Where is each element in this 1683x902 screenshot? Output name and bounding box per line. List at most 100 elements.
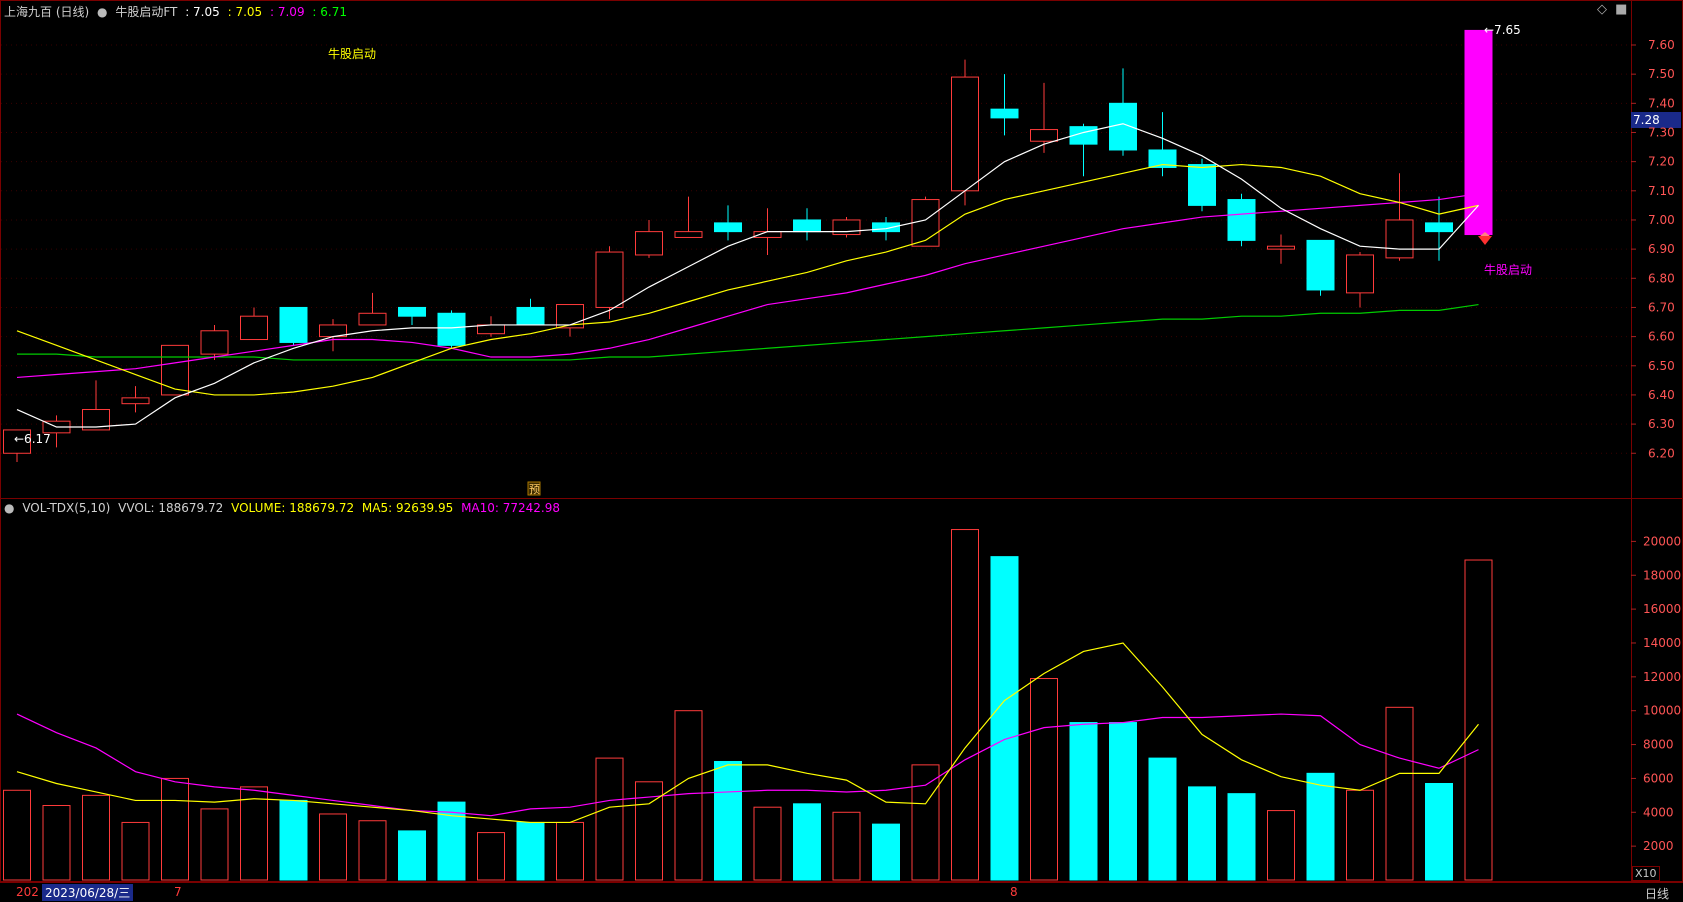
candle[interactable]	[714, 205, 742, 241]
volume-bar[interactable]	[951, 529, 979, 881]
vvol-value: VVOL: 188679.72	[118, 501, 224, 515]
vol-ma5-value: MA5: 92639.95	[361, 501, 454, 515]
volume-bar[interactable]	[240, 786, 268, 881]
candle[interactable]	[1188, 158, 1216, 212]
candle[interactable]	[556, 304, 584, 337]
candle[interactable]	[3, 429, 31, 463]
volume-tick-label: 12000	[1643, 670, 1681, 684]
volume-bar[interactable]	[753, 806, 782, 881]
volume-bar[interactable]	[990, 556, 1019, 881]
diamond-icon[interactable]: ◇	[1597, 2, 1607, 17]
price-tick-label: 6.50	[1648, 359, 1675, 373]
volume-bar[interactable]	[1030, 678, 1058, 881]
volume-bar[interactable]	[595, 757, 624, 881]
diamond-signal-icon	[1478, 232, 1492, 245]
volume-bar[interactable]	[398, 830, 426, 881]
candle[interactable]	[279, 306, 308, 346]
stock-name[interactable]: 上海九百 (日线)	[4, 5, 90, 19]
candle[interactable]	[437, 310, 466, 349]
volume-ma5-line	[16, 642, 1479, 824]
candle[interactable]	[1425, 196, 1453, 261]
volume-bar[interactable]	[911, 764, 940, 881]
volume-bar[interactable]	[1267, 810, 1295, 881]
low-price-label: ←6.17	[14, 432, 51, 446]
candle[interactable]	[595, 246, 624, 320]
volume-bar[interactable]	[1188, 786, 1216, 881]
volume-bar[interactable]	[1069, 722, 1098, 881]
volume-bar[interactable]	[674, 710, 703, 881]
volume-bar[interactable]	[279, 799, 308, 881]
volume-bar[interactable]	[82, 794, 110, 881]
candle[interactable]	[398, 306, 426, 325]
volume-bar[interactable]	[516, 821, 545, 881]
candle[interactable]	[1306, 239, 1335, 296]
candle[interactable]	[200, 324, 229, 360]
candle[interactable]	[1069, 123, 1098, 177]
candle[interactable]	[240, 307, 268, 341]
volume-bar[interactable]	[437, 801, 466, 881]
candle[interactable]	[951, 59, 979, 206]
price-tick-label: 7.50	[1648, 67, 1675, 81]
candle[interactable]	[832, 217, 861, 238]
settings-icon[interactable]: ●	[97, 5, 108, 19]
volume-tick-label: 4000	[1643, 805, 1674, 819]
candle[interactable]	[1227, 193, 1256, 247]
volume-bar[interactable]	[1148, 757, 1177, 881]
candle[interactable]	[82, 380, 110, 431]
period-label[interactable]: 日线	[1645, 887, 1670, 901]
candle[interactable]	[635, 219, 663, 258]
candle[interactable]	[1030, 82, 1058, 153]
volume-bar[interactable]	[161, 777, 189, 881]
volume-bar[interactable]	[832, 811, 861, 881]
volume-bar[interactable]	[714, 760, 742, 881]
candle[interactable]	[477, 316, 505, 337]
candle[interactable]	[872, 217, 900, 241]
volume-bar[interactable]	[200, 808, 229, 881]
candle[interactable]	[121, 386, 150, 413]
candle[interactable]	[1148, 112, 1177, 177]
volume-bar[interactable]	[793, 803, 821, 881]
candle[interactable]	[674, 196, 703, 238]
volume-bar[interactable]	[1227, 793, 1256, 881]
volume-bar[interactable]	[3, 789, 31, 881]
volume-settings-icon[interactable]: ●	[4, 501, 15, 515]
candle[interactable]	[793, 208, 821, 241]
volume-ma10-line	[16, 713, 1479, 817]
scale-indicator[interactable]: X10	[1632, 866, 1660, 881]
candle[interactable]	[911, 196, 940, 247]
yu-marker[interactable]: 预	[529, 483, 540, 496]
volume-tick-label: 18000	[1643, 568, 1681, 582]
candle[interactable]	[516, 298, 545, 326]
volume-bar[interactable]	[556, 821, 584, 881]
volume-bar[interactable]	[121, 821, 150, 881]
candle[interactable]	[161, 344, 189, 396]
price-tick-label: 6.20	[1648, 446, 1675, 460]
volume-bar[interactable]	[1385, 706, 1414, 881]
candle[interactable]	[1464, 29, 1493, 236]
volume-bar[interactable]	[1306, 772, 1335, 881]
volume-bar[interactable]	[319, 813, 347, 881]
volume-bar[interactable]	[477, 832, 505, 881]
date-axis[interactable]: 202 2023/06/28/三 7 8 日线	[0, 882, 1683, 902]
candle[interactable]	[358, 292, 387, 326]
candle[interactable]	[1109, 68, 1137, 156]
volume-tick-label: 8000	[1643, 738, 1674, 752]
volume-bar[interactable]	[872, 823, 900, 881]
candle[interactable]	[1385, 173, 1414, 261]
volume-bar[interactable]	[1425, 782, 1453, 881]
candle[interactable]	[1346, 252, 1374, 308]
year-stub: 202	[16, 885, 39, 899]
indicator-name: 牛股启动FT	[115, 5, 178, 19]
candle[interactable]	[990, 74, 1019, 136]
price-tick-label: 7.00	[1648, 213, 1675, 227]
volume-bar[interactable]	[358, 820, 387, 881]
volume-bar[interactable]	[1109, 722, 1137, 881]
close-square-icon[interactable]: ■	[1615, 2, 1628, 17]
candle[interactable]	[1267, 234, 1295, 264]
price-tick-label: 6.60	[1648, 330, 1675, 344]
volume-bar[interactable]	[1346, 789, 1374, 881]
volume-bar[interactable]	[42, 805, 71, 881]
volume-bar[interactable]	[1464, 559, 1493, 881]
current-price-tag: 7.28	[1631, 112, 1681, 128]
